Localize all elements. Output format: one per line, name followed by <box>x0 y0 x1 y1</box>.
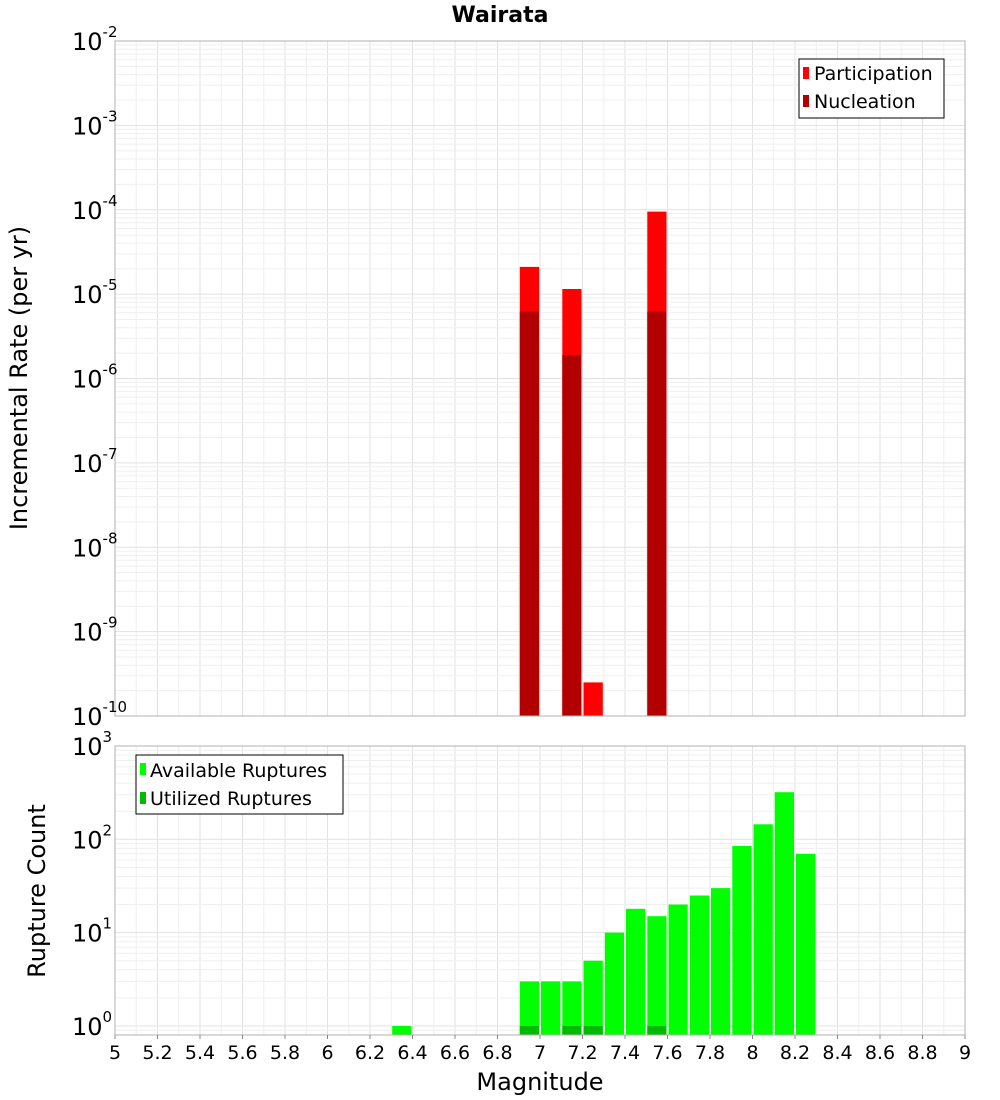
top-y-ticks: 10-2 10-3 10-4 10-5 10-6 10-7 10-8 10-9 10-10 <box>72 23 127 731</box>
top-bar-nucleation-0 <box>519 311 540 716</box>
x-tick-label: 8.2 <box>780 1042 810 1064</box>
top-bar-nucleation-2 <box>647 311 667 716</box>
bottom-bar-available-ruptures-7 <box>647 916 667 1035</box>
bottom-bar-available-ruptures-5 <box>604 932 624 1035</box>
top-y-tick-label: 10-6 <box>72 361 118 394</box>
bottom-y-axis-label: Rupture Count <box>23 804 51 978</box>
bottom-plot-bars <box>392 792 816 1035</box>
top-y-tick-label: 10-7 <box>72 445 118 478</box>
legend-swatch-participation <box>803 67 809 79</box>
bottom-y-tick-label: 101 <box>72 915 112 948</box>
bottom-bar-utilized-ruptures-2 <box>583 1026 603 1035</box>
legend-label-utilized: Utilized Ruptures <box>150 788 312 810</box>
top-y-tick-label: 10-2 <box>72 23 118 56</box>
bottom-bar-utilized-ruptures-1 <box>562 1026 582 1035</box>
x-tick-label: 5 <box>109 1042 121 1064</box>
x-tick-label: 8 <box>746 1042 758 1064</box>
x-axis-label: Magnitude <box>476 1068 603 1096</box>
top-bar-participation-2 <box>583 682 603 716</box>
x-tick-label: 5.6 <box>227 1042 257 1064</box>
bottom-bar-utilized-ruptures-0 <box>519 1026 540 1035</box>
top-y-axis-label: Incremental Rate (per yr) <box>5 226 33 530</box>
legend-swatch-available <box>140 763 146 775</box>
legend-label-available: Available Ruptures <box>150 760 327 782</box>
bottom-bar-available-ruptures-9 <box>689 895 710 1035</box>
x-tick-label: 5.2 <box>142 1042 172 1064</box>
x-tick-label: 9 <box>959 1042 971 1064</box>
top-y-tick-label: 10-5 <box>72 276 118 309</box>
bottom-y-tick-label: 103 <box>72 728 112 761</box>
chart-title: Wairata <box>452 3 549 28</box>
x-tick-label: 6 <box>321 1042 333 1064</box>
x-tick-label: 6.8 <box>482 1042 512 1064</box>
top-y-tick-label: 10-3 <box>72 107 118 140</box>
bottom-bar-available-ruptures-6 <box>626 908 646 1035</box>
top-plot-frame <box>114 40 966 717</box>
top-plot-grid <box>114 40 966 717</box>
top-plot-bars <box>519 211 667 716</box>
bottom-bar-available-ruptures-1 <box>519 981 540 1035</box>
legend-swatch-utilized <box>140 792 146 804</box>
x-tick-label: 7 <box>534 1042 546 1064</box>
bottom-bar-available-ruptures-8 <box>668 904 688 1035</box>
x-tick-label: 6.4 <box>397 1042 427 1064</box>
x-tick-label: 6.6 <box>440 1042 470 1064</box>
bottom-legend-box <box>135 754 344 815</box>
top-y-tick-label: 10-10 <box>72 698 127 731</box>
bottom-legend: Available Ruptures Utilized Ruptures <box>135 754 344 815</box>
x-tick-label: 6.2 <box>355 1042 385 1064</box>
bottom-bar-available-ruptures-11 <box>732 845 752 1035</box>
bottom-bar-available-ruptures-2 <box>541 981 561 1035</box>
bottom-bar-available-ruptures-4 <box>583 960 603 1035</box>
x-tick-label: 8.6 <box>865 1042 895 1064</box>
top-y-tick-label: 10-9 <box>72 614 118 647</box>
top-y-tick-label: 10-4 <box>72 192 118 225</box>
bottom-bar-available-ruptures-10 <box>711 888 731 1035</box>
top-legend-box <box>798 58 945 119</box>
x-tick-label: 7.4 <box>610 1042 640 1064</box>
bottom-y-tick-label: 100 <box>72 1008 112 1041</box>
x-tick-label: 8.4 <box>822 1042 852 1064</box>
bottom-bar-available-ruptures-12 <box>753 824 773 1035</box>
bottom-bar-available-ruptures-14 <box>796 853 816 1035</box>
x-tick-label: 7.2 <box>567 1042 597 1064</box>
bottom-bar-available-ruptures-3 <box>562 981 582 1035</box>
bottom-bar-available-ruptures-13 <box>774 792 794 1035</box>
legend-label-participation: Participation <box>814 63 933 85</box>
bottom-bar-available-ruptures-0 <box>392 1026 412 1035</box>
legend-label-nucleation: Nucleation <box>814 91 916 113</box>
top-bar-nucleation-1 <box>562 355 582 716</box>
bottom-y-ticks: 103 102 101 100 <box>72 728 112 1041</box>
legend-swatch-nucleation <box>803 95 809 107</box>
x-tick-label: 8.8 <box>907 1042 937 1064</box>
bottom-y-tick-label: 102 <box>72 821 112 854</box>
top-y-tick-label: 10-8 <box>72 529 118 562</box>
bottom-x-ticks: 5 5.2 5.4 5.6 5.8 6 6.2 6.4 6.6 6.8 7 7.2 7.4 7.6 7.8 8… <box>109 1035 971 1064</box>
x-tick-label: 7.8 <box>695 1042 725 1064</box>
bottom-bar-utilized-ruptures-3 <box>647 1026 667 1035</box>
x-tick-label: 5.4 <box>185 1042 215 1064</box>
x-tick-label: 7.6 <box>652 1042 682 1064</box>
x-tick-label: 5.8 <box>270 1042 300 1064</box>
top-legend: Participation Nucleation <box>798 58 945 119</box>
